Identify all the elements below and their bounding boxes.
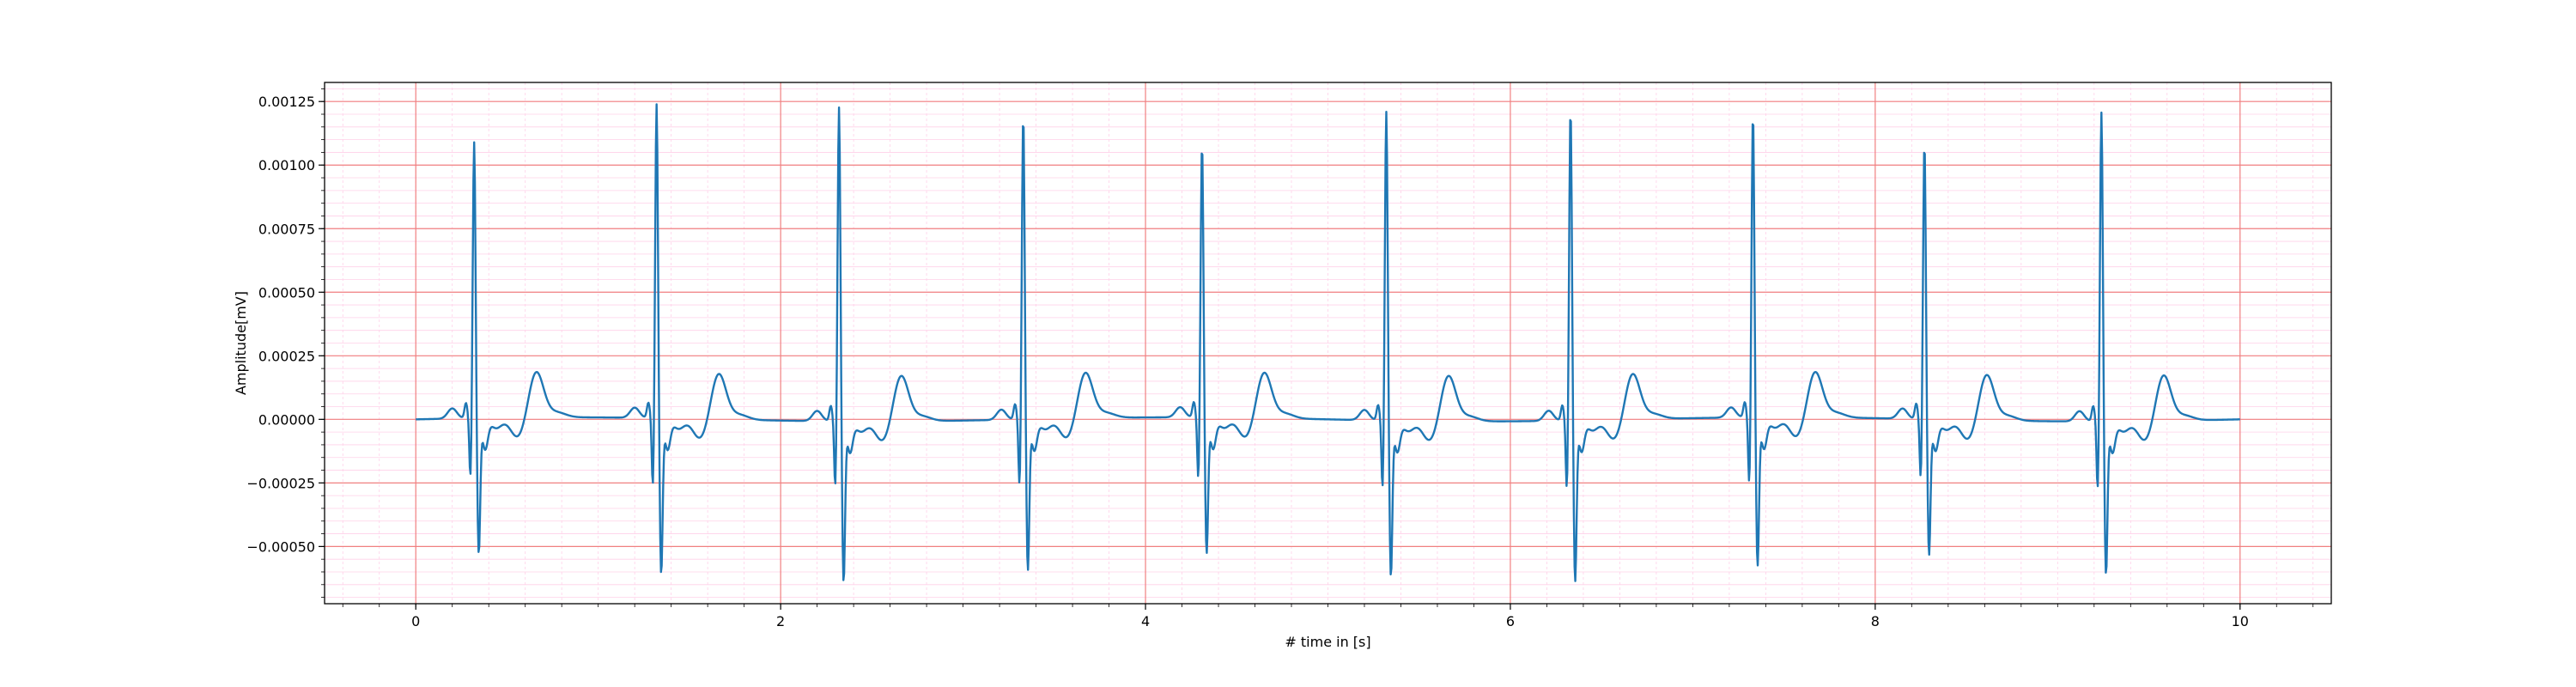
y-tick-label: 0.00050 [258, 284, 315, 301]
x-tick-label: 8 [1871, 613, 1880, 629]
ecg-series-line [415, 103, 2241, 582]
y-tick-label: 0.00125 [258, 94, 315, 110]
y-axis-label: Amplitude[mV] [233, 291, 249, 395]
y-axis: −0.00050 −0.00025 0.00000 0.00025 0.00050 0.0… [246, 88, 325, 598]
y-tick-label: 0.00000 [258, 411, 315, 428]
x-tick-label: 0 [411, 613, 420, 629]
y-tick-label: −0.00050 [246, 538, 315, 555]
x-tick-label: 6 [1506, 613, 1515, 629]
y-tick-label: 0.00100 [258, 157, 315, 173]
x-tick-label: 2 [776, 613, 785, 629]
x-axis: 0 2 4 6 8 10 [342, 604, 2314, 629]
y-tick-label: −0.00025 [246, 475, 315, 491]
y-tick-label: 0.00075 [258, 221, 315, 237]
major-grid [325, 82, 2331, 604]
x-tick-label: 10 [2232, 613, 2249, 629]
y-tick-label: 0.00025 [258, 348, 315, 364]
series-layer [415, 103, 2241, 582]
x-axis-label: # time in [s] [1285, 634, 1370, 650]
x-tick-label: 4 [1141, 613, 1150, 629]
